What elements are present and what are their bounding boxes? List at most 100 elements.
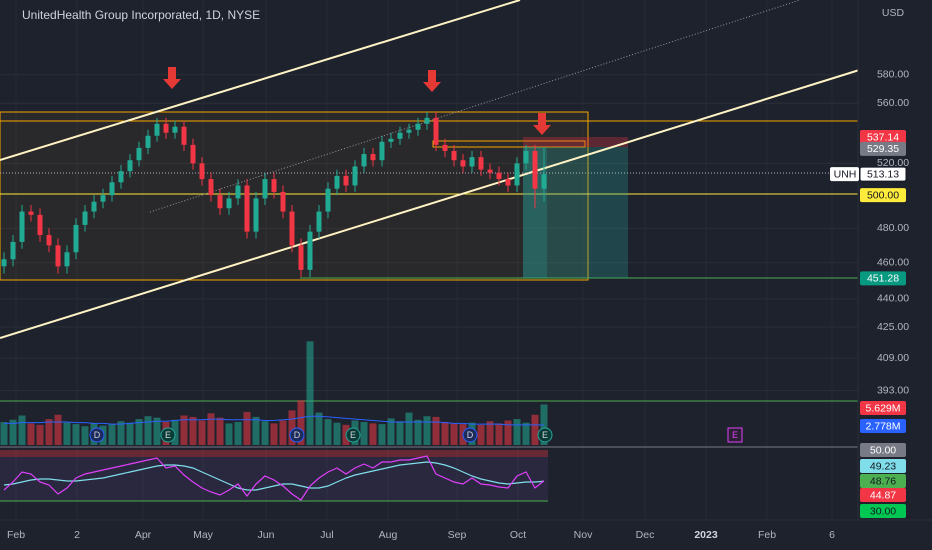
volume-bar (378, 424, 386, 445)
x-tick-label: 2023 (694, 529, 718, 541)
candle-body (451, 150, 457, 161)
candle-body (199, 163, 205, 180)
channel-upper (0, 0, 521, 161)
event-icon (89, 427, 105, 443)
volume-bar (504, 420, 512, 445)
y-tick-label: 580.00 (877, 69, 909, 81)
x-tick-label: Apr (135, 529, 152, 541)
event-label: E (732, 430, 738, 440)
candle-body (442, 144, 448, 151)
candle-body (352, 166, 358, 186)
candle-body (64, 252, 70, 267)
event-icon (160, 427, 176, 443)
volume-bar (306, 341, 314, 445)
price-tag (860, 401, 906, 415)
event-icon (289, 427, 305, 443)
volume-bar (315, 412, 323, 445)
volume-bar (234, 421, 242, 445)
price-tag-label: 49.23 (870, 460, 896, 472)
volume-bar (135, 419, 143, 445)
candle-body (532, 150, 538, 189)
rsi-ma (3, 461, 545, 491)
arrow (163, 67, 181, 89)
y-tick-label: 560.00 (877, 97, 909, 109)
price-tag-label: 451.28 (867, 273, 899, 285)
arrow (533, 113, 551, 135)
candle-body (325, 188, 331, 212)
y-tick-label: 440.00 (877, 293, 909, 305)
event-label: D (94, 430, 101, 440)
candle-body (316, 211, 322, 232)
volume-bar (405, 412, 413, 445)
candle-body (127, 160, 133, 172)
candle-body (397, 132, 403, 139)
candle-body (478, 157, 484, 170)
volume-ma (4, 415, 545, 426)
volume-bar (144, 416, 152, 445)
rsi-overbought-band (0, 450, 548, 457)
volume-bar (63, 422, 71, 445)
volume-bar (126, 422, 134, 445)
arrow (423, 70, 441, 92)
candle-body (226, 198, 232, 209)
stop-zone (523, 137, 628, 147)
volume-bar (495, 423, 503, 445)
event-label: E (350, 430, 356, 440)
candle-body (496, 172, 502, 180)
x-tick-label: Dec (636, 529, 655, 541)
candle-body (55, 245, 61, 267)
candle-body (406, 129, 412, 133)
x-tick-label: Feb (758, 529, 776, 541)
volume-bar (198, 420, 206, 445)
volume-bar (27, 423, 35, 445)
event-icon (462, 427, 478, 443)
price-tag (860, 459, 906, 473)
candle-body (37, 214, 43, 236)
candle-body (190, 144, 196, 164)
volume-bar (54, 414, 62, 445)
chart-title: UnitedHealth Group Incorporated, 1D, NYS… (22, 8, 260, 22)
x-tick-label: Jun (258, 529, 275, 541)
candle-body (370, 154, 376, 161)
price-tag-label: 537.14 (867, 131, 899, 143)
y-tick-label: 425.00 (877, 321, 909, 333)
candle-body (28, 211, 34, 215)
candle-body (271, 179, 277, 192)
range-box (0, 111, 589, 281)
volume-bar (360, 421, 368, 445)
volume-bar (18, 415, 26, 445)
volume-bar (117, 421, 125, 445)
price-tag (860, 443, 906, 457)
candle-body (424, 117, 430, 124)
x-tick-label: Nov (574, 529, 593, 541)
volume-bar (486, 421, 494, 445)
candle-body (298, 245, 304, 270)
x-tick-label: Feb (7, 529, 25, 541)
price-tag-label: 513.13 (867, 168, 899, 180)
candle-body (307, 231, 313, 270)
event-label: E (165, 430, 171, 440)
y-tick-label: 460.00 (877, 257, 909, 269)
price-tag (860, 130, 906, 145)
price-tag-label: 500.00 (867, 189, 899, 201)
volume-bar (108, 424, 116, 445)
candle-body (217, 195, 223, 209)
volume-bar (423, 416, 431, 445)
candle-body (253, 198, 259, 232)
price-tag-label: 50.00 (870, 444, 896, 456)
candle-body (334, 175, 340, 189)
candle-body (100, 195, 106, 202)
candle-body (280, 191, 286, 212)
volume-bar (252, 416, 260, 445)
volume-bar (81, 426, 89, 445)
candle-body (487, 169, 493, 173)
event-label: D (467, 430, 474, 440)
volume-bar (441, 421, 449, 445)
y-tick-label: 409.00 (877, 352, 909, 364)
volume-bar (324, 419, 332, 445)
x-tick-label: 6 (829, 529, 835, 541)
x-tick-label: May (193, 529, 214, 541)
x-tick-label: 2 (74, 529, 80, 541)
event-label: E (542, 430, 548, 440)
event-label: D (294, 430, 301, 440)
